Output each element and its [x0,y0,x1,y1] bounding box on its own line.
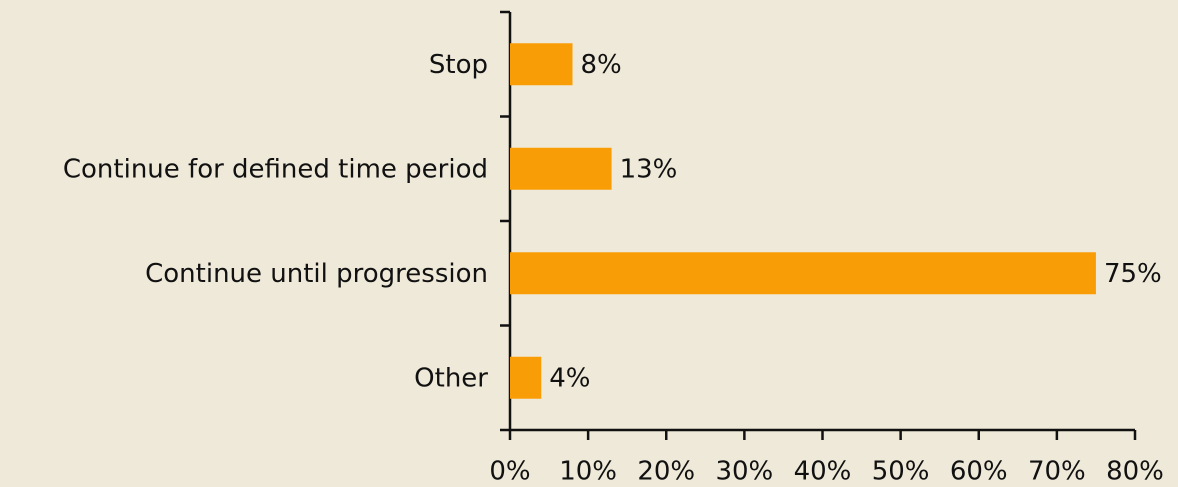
y-tick-label: Continue until progression [145,259,488,289]
value-label: 4% [549,363,590,393]
x-tick-label: 80% [1106,457,1164,487]
value-label: 8% [581,50,622,80]
x-tick-label: 0% [489,457,530,487]
y-tick-label: Stop [429,50,488,80]
x-tick-label: 70% [1028,457,1086,487]
value-label: 13% [620,154,678,184]
x-tick-label: 50% [872,457,930,487]
y-tick-label: Continue for defined time period [63,154,488,184]
x-tick-label: 40% [794,457,852,487]
x-tick-label: 20% [637,457,695,487]
bar [510,356,542,399]
x-tick-label: 60% [950,457,1008,487]
bar [510,147,612,190]
bar [510,43,573,86]
value-label: 75% [1104,259,1162,289]
bar [510,252,1096,295]
x-tick-label: 30% [715,457,773,487]
x-tick-label: 10% [559,457,617,487]
y-tick-label: Other [414,363,488,393]
